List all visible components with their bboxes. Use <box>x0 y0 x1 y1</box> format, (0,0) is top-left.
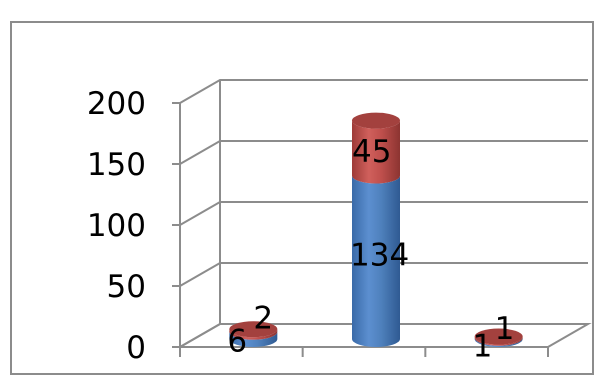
bar-series-2 <box>229 329 278 340</box>
bars <box>229 112 523 347</box>
bar-top-cap <box>474 328 523 345</box>
bar-series-1 <box>352 175 400 347</box>
data-labels: 62 134 45 1 1 <box>227 134 514 364</box>
gridline <box>179 323 588 348</box>
gridline <box>179 201 588 226</box>
data-label-series-2: 45 <box>352 134 391 170</box>
y-tick-label: 0 <box>126 330 146 366</box>
y-tick-label: 50 <box>107 269 146 305</box>
data-label-series-2: 2 <box>253 300 273 336</box>
axes <box>172 102 549 357</box>
bar-top-cap <box>352 112 400 129</box>
y-tick-label: 200 <box>87 86 146 122</box>
data-label-series-1: 6 <box>227 323 247 359</box>
gridline <box>179 262 588 287</box>
data-label-series-1: 134 <box>350 237 409 273</box>
data-label-series-2: 1 <box>495 311 515 347</box>
bar-top-cap <box>229 321 278 338</box>
gridlines <box>179 79 588 348</box>
y-tick-label: 150 <box>87 147 146 183</box>
bar-series-1 <box>229 331 278 347</box>
gridline <box>179 140 588 165</box>
y-tick-label: 100 <box>87 208 146 244</box>
y-tick-labels: 0 50 100 150 200 <box>87 86 146 366</box>
bar-series-2 <box>352 120 400 184</box>
gridline <box>179 79 588 104</box>
data-label-series-1: 1 <box>473 328 493 364</box>
